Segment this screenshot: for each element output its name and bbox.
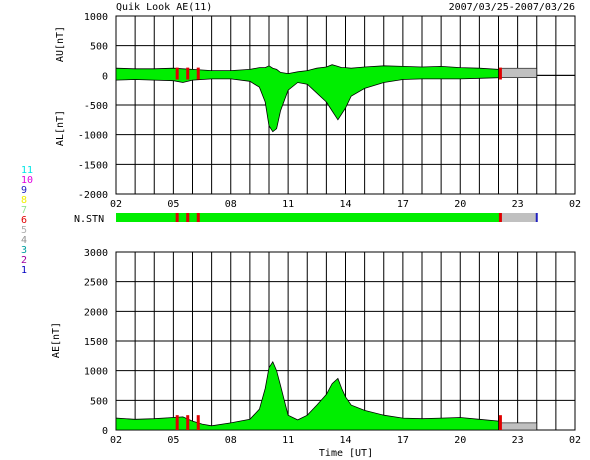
y-tick-label: -1000 bbox=[78, 131, 108, 142]
ae-area bbox=[115, 360, 499, 431]
ylabel-al: AL[nT] bbox=[55, 110, 66, 146]
station-legend-item: 2 bbox=[21, 255, 27, 266]
nstn-red-mark bbox=[175, 213, 179, 222]
station-legend-item: 10 bbox=[21, 175, 33, 186]
nstn-bar bbox=[116, 213, 501, 222]
ylabel-au: AU[nT] bbox=[55, 26, 66, 62]
nstn-gap bbox=[500, 213, 537, 222]
au-al-area bbox=[115, 64, 499, 133]
station-legend-item: 1 bbox=[21, 265, 27, 276]
au-al-red-mark bbox=[196, 67, 200, 80]
x-tick-label: 17 bbox=[397, 199, 409, 210]
station-legend-item: 6 bbox=[21, 215, 27, 226]
station-legend-item: 11 bbox=[21, 165, 33, 176]
au-al-red-mark bbox=[175, 67, 179, 80]
xlabel-time: Time [UT] bbox=[319, 448, 373, 459]
y-tick-label: 500 bbox=[90, 396, 108, 407]
au-al-gap bbox=[500, 67, 538, 79]
x-tick-label: 20 bbox=[454, 199, 466, 210]
y-tick-label: -500 bbox=[84, 101, 108, 112]
x-tick-label: 08 bbox=[225, 199, 237, 210]
x-tick-label: 02 bbox=[110, 435, 122, 446]
x-tick-label: 05 bbox=[167, 199, 179, 210]
date-range: 2007/03/25-2007/03/26 bbox=[449, 2, 575, 13]
x-tick-label: 20 bbox=[454, 435, 466, 446]
ylabel-ae: AE[nT] bbox=[51, 322, 62, 358]
y-tick-label: 1000 bbox=[84, 367, 108, 378]
station-legend-item: 5 bbox=[21, 225, 27, 236]
au-al-red-mark bbox=[498, 67, 502, 80]
y-tick-label: 1500 bbox=[84, 337, 108, 348]
y-tick-label: -1500 bbox=[78, 160, 108, 171]
x-tick-label: 23 bbox=[512, 435, 524, 446]
plot-frame bbox=[115, 15, 576, 195]
nstn-red-mark bbox=[186, 213, 190, 222]
x-tick-label: 05 bbox=[167, 435, 179, 446]
x-tick-label: 23 bbox=[512, 199, 524, 210]
y-tick-label: -2000 bbox=[78, 190, 108, 201]
y-tick-label: 2000 bbox=[84, 307, 108, 318]
ae-gap bbox=[500, 422, 538, 431]
y-tick-label: 3000 bbox=[84, 248, 108, 259]
station-legend-item: 4 bbox=[21, 235, 27, 246]
au-al-red-mark bbox=[186, 67, 190, 80]
station-legend-item: 7 bbox=[21, 205, 27, 216]
ae-red-mark bbox=[498, 415, 502, 430]
x-tick-label: 02 bbox=[110, 199, 122, 210]
nstn-red-mark bbox=[196, 213, 200, 222]
x-tick-label: 14 bbox=[339, 199, 351, 210]
x-tick-label: 11 bbox=[282, 199, 294, 210]
nstn-end-mark bbox=[535, 213, 538, 222]
chart-title: Quik Look AE(11) bbox=[116, 2, 212, 13]
ae-red-mark bbox=[196, 415, 200, 430]
station-legend-item: 3 bbox=[21, 245, 27, 256]
nstn-label: N.STN bbox=[74, 214, 104, 225]
y-tick-label: 1000 bbox=[84, 12, 108, 23]
y-tick-label: 0 bbox=[102, 426, 108, 437]
nstn-red-mark bbox=[498, 213, 502, 222]
x-tick-label: 02 bbox=[569, 435, 581, 446]
x-tick-label: 11 bbox=[282, 435, 294, 446]
x-tick-label: 08 bbox=[225, 435, 237, 446]
x-tick-label: 02 bbox=[569, 199, 581, 210]
station-legend-item: 9 bbox=[21, 185, 27, 196]
station-count-panel: N.STN bbox=[74, 213, 538, 225]
y-tick-label: 0 bbox=[102, 71, 108, 82]
x-tick-label: 17 bbox=[397, 435, 409, 446]
y-tick-label: 500 bbox=[90, 42, 108, 53]
y-tick-label: 2500 bbox=[84, 278, 108, 289]
x-tick-label: 14 bbox=[339, 435, 351, 446]
ae-red-mark bbox=[175, 415, 179, 430]
ae-red-mark bbox=[186, 415, 190, 430]
station-legend-item: 8 bbox=[21, 195, 27, 206]
